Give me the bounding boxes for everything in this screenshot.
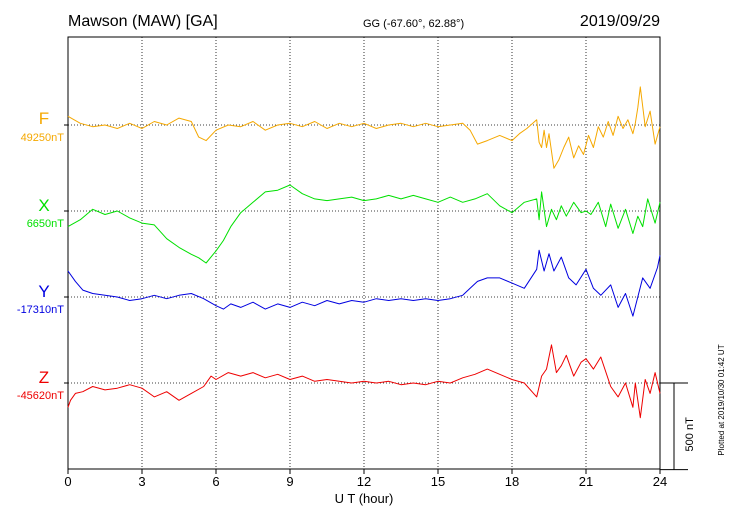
- baseline-label-X: 6650nT: [27, 218, 65, 230]
- component-labels: F 49250nT X 6650nT Y -17310nT Z -45620nT: [17, 109, 64, 402]
- series-line-Y: [67, 249, 661, 317]
- x-tick-label-3: 3: [138, 474, 145, 489]
- baseline-label-Y: -17310nT: [17, 304, 64, 316]
- x-tick-label-24: 24: [653, 474, 667, 489]
- series-line-X: [67, 184, 661, 264]
- x-axis: 0 3 6 9 12 15 18 21 24: [64, 469, 667, 489]
- scale-bar-label: 500 nT: [684, 417, 696, 452]
- series-lines: [67, 86, 661, 419]
- baseline-label-F: 49250nT: [21, 132, 65, 144]
- x-tick-label-12: 12: [357, 474, 371, 489]
- baselines: [64, 124, 660, 384]
- x-tick-label-21: 21: [579, 474, 593, 489]
- x-tick-label-18: 18: [505, 474, 519, 489]
- component-name-Y: Y: [38, 282, 49, 301]
- component-name-F: F: [39, 109, 49, 128]
- plotted-at-note: Plotted at 2019/10/30 01:42 UT: [717, 344, 726, 455]
- station-title: Mawson (MAW) [GA]: [68, 13, 218, 30]
- component-name-Z: Z: [39, 368, 49, 387]
- plot-date: 2019/09/29: [580, 13, 660, 30]
- component-name-X: X: [38, 196, 49, 215]
- vertical-gridlines: [141, 37, 587, 469]
- baseline-label-Z: -45620nT: [17, 390, 64, 402]
- series-line-Z: [67, 344, 661, 419]
- station-coordinates: GG (-67.60°, 62.88°): [363, 18, 464, 30]
- x-tick-label-15: 15: [431, 474, 445, 489]
- x-tick-label-0: 0: [64, 474, 71, 489]
- x-tick-label-9: 9: [286, 474, 293, 489]
- series-line-F: [67, 86, 661, 169]
- x-axis-label: U T (hour): [335, 491, 394, 506]
- scale-bar: 500 nT: [660, 382, 696, 471]
- x-tick-label-6: 6: [212, 474, 219, 489]
